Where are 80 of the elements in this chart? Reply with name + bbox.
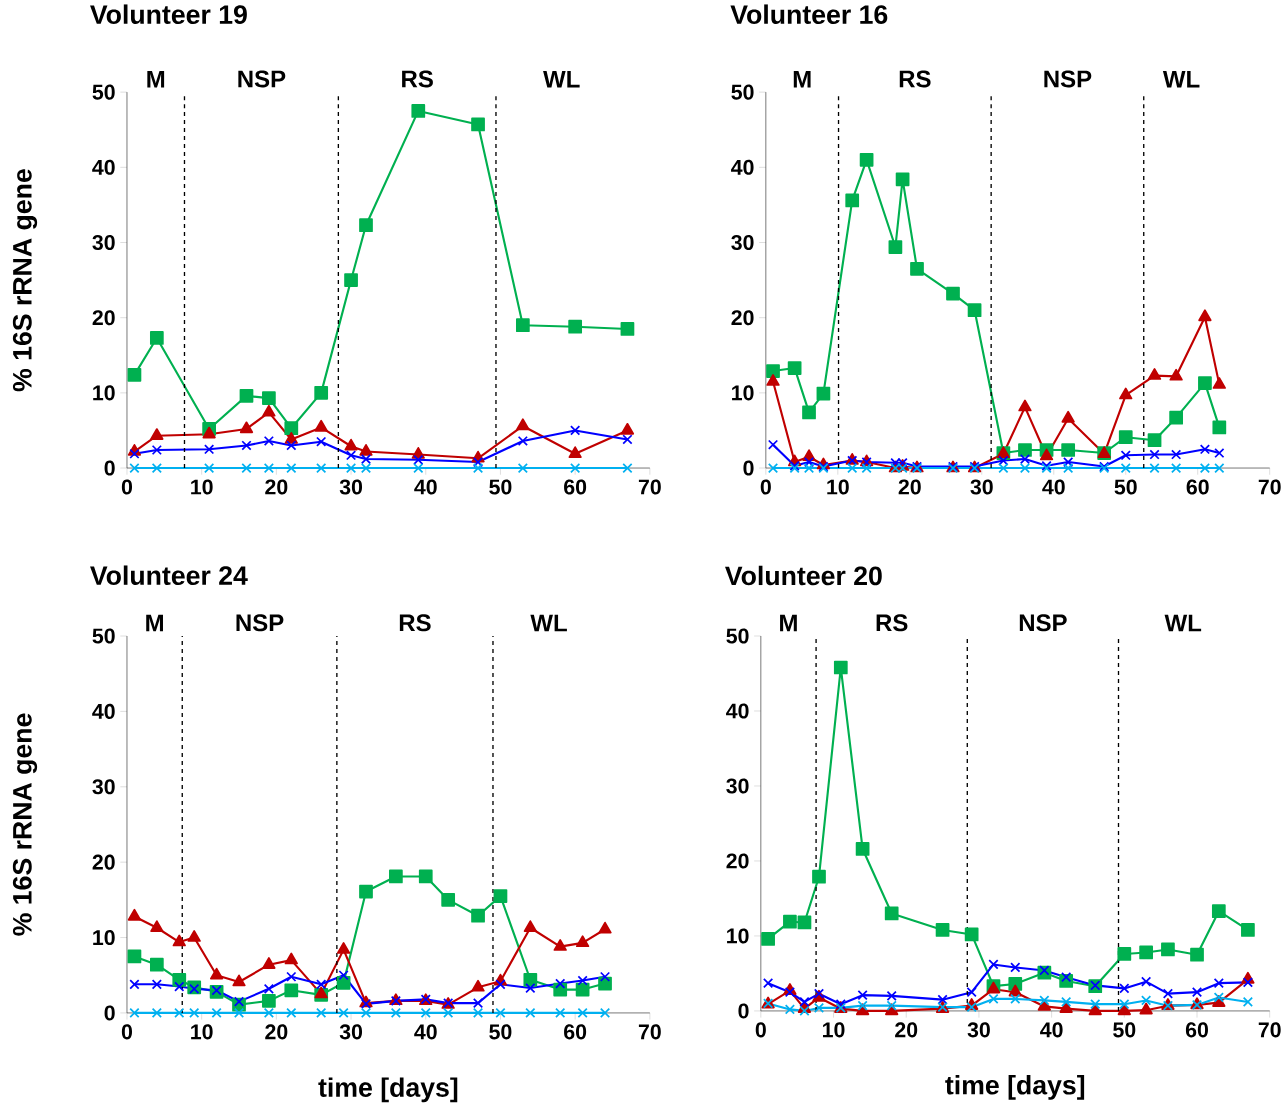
x-tick-label: 20 xyxy=(265,1024,288,1040)
y-axis-title: % 16S rRNA gene xyxy=(12,713,38,936)
chart-title: Volunteer 20 xyxy=(725,565,882,586)
text: NSP xyxy=(1019,614,1067,632)
x-axis-title: time [days] xyxy=(318,1077,458,1103)
x-tick-label: 60 xyxy=(1185,1022,1208,1038)
y-axis-title: % 16S rRNA gene xyxy=(12,169,38,392)
x-tick-label: 40 xyxy=(1042,479,1065,495)
y-tick-label: 10 xyxy=(93,930,115,946)
text: WL xyxy=(543,70,580,88)
y-tick-label: 10 xyxy=(727,928,749,944)
x-tick-label: 20 xyxy=(895,1022,918,1038)
x-tick-label: 30 xyxy=(339,1024,363,1040)
x-tick-label: 30 xyxy=(339,479,363,495)
text: NSP xyxy=(1044,70,1092,88)
y-tick-label: 0 xyxy=(738,1003,749,1019)
x-tick-label: 60 xyxy=(1186,479,1209,495)
chart-title: Volunteer 24 xyxy=(90,565,248,586)
x-tick-label: 50 xyxy=(1113,1022,1136,1038)
x-tick-label: 20 xyxy=(898,479,921,495)
y-tick-label: 40 xyxy=(731,159,754,175)
y-tick-label: 40 xyxy=(92,159,115,175)
x-tick-label: 50 xyxy=(489,1024,512,1040)
x-tick-label: 70 xyxy=(638,1024,661,1040)
y-tick-label: 20 xyxy=(92,310,115,326)
x-tick-label: 60 xyxy=(564,479,587,495)
text: WL xyxy=(1164,614,1202,632)
y-tick-label: 0 xyxy=(743,460,754,476)
text: NSP xyxy=(238,70,286,88)
x-tick-label: 0 xyxy=(760,479,771,495)
x-tick-label: 10 xyxy=(823,1022,845,1038)
y-tick-label: 30 xyxy=(92,234,115,251)
x-tick-label: 50 xyxy=(489,479,512,495)
text: RS xyxy=(876,614,908,632)
x-tick-label: 0 xyxy=(755,1022,766,1038)
text: RS xyxy=(399,614,431,632)
y-tick-label: 30 xyxy=(726,778,749,794)
text: NSP xyxy=(236,614,284,632)
text: M xyxy=(793,70,811,88)
y-tick-label: 0 xyxy=(104,460,115,476)
y-tick-label: 20 xyxy=(731,310,754,326)
y-tick-label: 50 xyxy=(726,628,749,644)
text: WL xyxy=(1162,70,1200,88)
x-tick-label: 20 xyxy=(265,479,288,495)
x-tick-label: 30 xyxy=(970,479,993,495)
x-tick-label: 40 xyxy=(414,1024,437,1040)
x-tick-label: 70 xyxy=(638,479,661,495)
y-tick-label: 40 xyxy=(92,703,115,719)
x-tick-label: 0 xyxy=(121,1024,133,1040)
y-tick-label: 20 xyxy=(726,853,749,869)
chart-title: Volunteer 16 xyxy=(730,4,888,25)
x-tick-label: 70 xyxy=(1258,1022,1281,1038)
x-tick-label: 50 xyxy=(1114,479,1137,495)
y-tick-label: 40 xyxy=(726,703,749,719)
y-tick-label: 30 xyxy=(731,234,754,251)
x-tick-label: 10 xyxy=(191,479,213,495)
text: WL xyxy=(530,614,567,632)
x-tick-label: 10 xyxy=(827,479,849,495)
y-tick-label: 10 xyxy=(93,385,115,401)
x-tick-label: 40 xyxy=(1040,1022,1063,1038)
text: RS xyxy=(899,70,931,88)
x-tick-label: 40 xyxy=(414,479,437,495)
text: M xyxy=(146,614,163,632)
text: RS xyxy=(402,70,433,88)
y-tick-label: 50 xyxy=(731,84,754,100)
y-tick-label: 50 xyxy=(92,628,115,644)
y-tick-label: 50 xyxy=(92,84,115,100)
y-tick-label: 30 xyxy=(92,779,115,795)
x-tick-label: 10 xyxy=(191,1024,213,1040)
x-tick-label: 60 xyxy=(564,1024,587,1040)
x-tick-label: 30 xyxy=(967,1022,990,1038)
y-tick-label: 0 xyxy=(104,1005,115,1021)
y-tick-label: 20 xyxy=(92,854,115,870)
text: M xyxy=(147,70,165,88)
x-tick-label: 70 xyxy=(1258,479,1281,495)
y-tick-label: 10 xyxy=(732,385,754,401)
text: M xyxy=(780,614,797,632)
x-axis-title: time [days] xyxy=(945,1075,1085,1100)
x-tick-label: 0 xyxy=(121,479,133,495)
chart-title: Volunteer 19 xyxy=(90,4,247,25)
